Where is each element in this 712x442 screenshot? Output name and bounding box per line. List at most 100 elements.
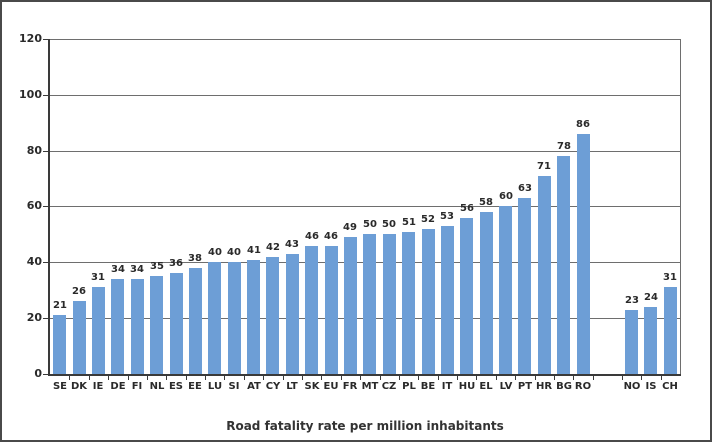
x-axis-label: ES: [168, 381, 184, 392]
x-axis-tick: [661, 376, 662, 380]
bar-value-label: 21: [53, 300, 67, 311]
x-axis-label: EU: [323, 381, 339, 392]
bar: [189, 268, 202, 374]
y-axis-label: 0: [34, 367, 42, 380]
bar: [325, 246, 338, 374]
x-axis-label: DK: [70, 381, 88, 392]
x-axis-tick: [641, 376, 642, 380]
y-axis-tick: [43, 39, 48, 40]
x-axis-label: DE: [110, 381, 126, 392]
bar: [644, 307, 657, 374]
bar-value-label: 36: [169, 258, 183, 269]
bar-value-label: 49: [343, 222, 357, 233]
x-axis-tick: [283, 376, 284, 380]
gridline: [50, 206, 680, 207]
plot-border-top: [50, 39, 680, 40]
x-axis-label: FI: [131, 381, 143, 392]
y-axis: [48, 39, 50, 376]
bar-value-label: 50: [363, 219, 377, 230]
x-axis-label: IS: [645, 381, 657, 392]
bar: [480, 212, 493, 374]
bar: [150, 276, 163, 374]
y-axis-tick: [43, 318, 48, 319]
bar-value-label: 31: [91, 272, 105, 283]
bar-value-label: 53: [440, 211, 454, 222]
bar: [266, 257, 279, 374]
y-axis-label: 20: [26, 311, 42, 324]
x-axis-label: BE: [420, 381, 436, 392]
bar-value-label: 78: [557, 141, 571, 152]
y-axis-tick: [43, 374, 48, 375]
bar-value-label: 40: [227, 247, 241, 258]
x-axis-label: IE: [92, 381, 104, 392]
x-axis-tick: [476, 376, 477, 380]
bar: [441, 226, 454, 374]
bar: [557, 156, 570, 374]
x-axis-label: FR: [342, 381, 358, 392]
x-axis-tick: [380, 376, 381, 380]
x-axis-label: SI: [228, 381, 240, 392]
x-axis-tick: [554, 376, 555, 380]
x-axis-tick: [263, 376, 264, 380]
x-axis-tick: [515, 376, 516, 380]
bar-value-label: 42: [266, 242, 280, 253]
x-axis-label: RO: [574, 381, 592, 392]
bar: [111, 279, 124, 374]
bar-value-label: 63: [518, 183, 532, 194]
x-axis: [48, 374, 681, 376]
bar: [131, 279, 144, 374]
bar-value-label: 51: [402, 217, 416, 228]
x-axis-tick: [457, 376, 458, 380]
x-axis-tick: [224, 376, 225, 380]
x-axis-label: LT: [286, 381, 298, 392]
x-axis-tick: [302, 376, 303, 380]
bar-value-label: 46: [305, 231, 319, 242]
x-axis-label: NO: [623, 381, 641, 392]
y-axis-label: 100: [19, 88, 42, 101]
y-axis-tick: [43, 95, 48, 96]
x-axis-tick: [360, 376, 361, 380]
bar: [402, 232, 415, 374]
x-axis-tick: [535, 376, 536, 380]
bar-value-label: 26: [72, 286, 86, 297]
gridline: [50, 151, 680, 152]
bar: [499, 206, 512, 374]
bar: [422, 229, 435, 374]
x-axis-tick: [573, 376, 574, 380]
bar: [518, 198, 531, 374]
bar: [538, 176, 551, 374]
bar-value-label: 38: [188, 253, 202, 264]
x-axis-label: HU: [458, 381, 476, 392]
x-axis-tick: [418, 376, 419, 380]
x-axis-label: CH: [662, 381, 678, 392]
bar-value-label: 41: [247, 245, 261, 256]
y-axis-tick: [43, 151, 48, 152]
y-axis-tick: [43, 206, 48, 207]
bar-value-label: 23: [625, 295, 639, 306]
x-axis-label: MT: [361, 381, 379, 392]
x-axis-label: CZ: [381, 381, 397, 392]
bar-value-label: 35: [150, 261, 164, 272]
bar-value-label: 71: [537, 161, 551, 172]
x-axis-label: NL: [149, 381, 165, 392]
x-axis-tick: [622, 376, 623, 380]
x-axis-tick: [89, 376, 90, 380]
x-axis-label: IT: [441, 381, 453, 392]
bar-value-label: 86: [576, 119, 590, 130]
bar: [363, 234, 376, 374]
bar: [228, 262, 241, 374]
bar: [208, 262, 221, 374]
x-axis-tick: [496, 376, 497, 380]
x-axis-label: AT: [247, 381, 261, 392]
bar: [383, 234, 396, 374]
bar: [305, 246, 318, 374]
x-axis-label: CY: [265, 381, 281, 392]
bar: [625, 310, 638, 374]
x-axis-tick: [108, 376, 109, 380]
bar-value-label: 43: [285, 239, 299, 250]
bar-value-label: 46: [324, 231, 338, 242]
x-axis-tick: [399, 376, 400, 380]
bar: [92, 287, 105, 374]
x-axis-label: LU: [207, 381, 223, 392]
